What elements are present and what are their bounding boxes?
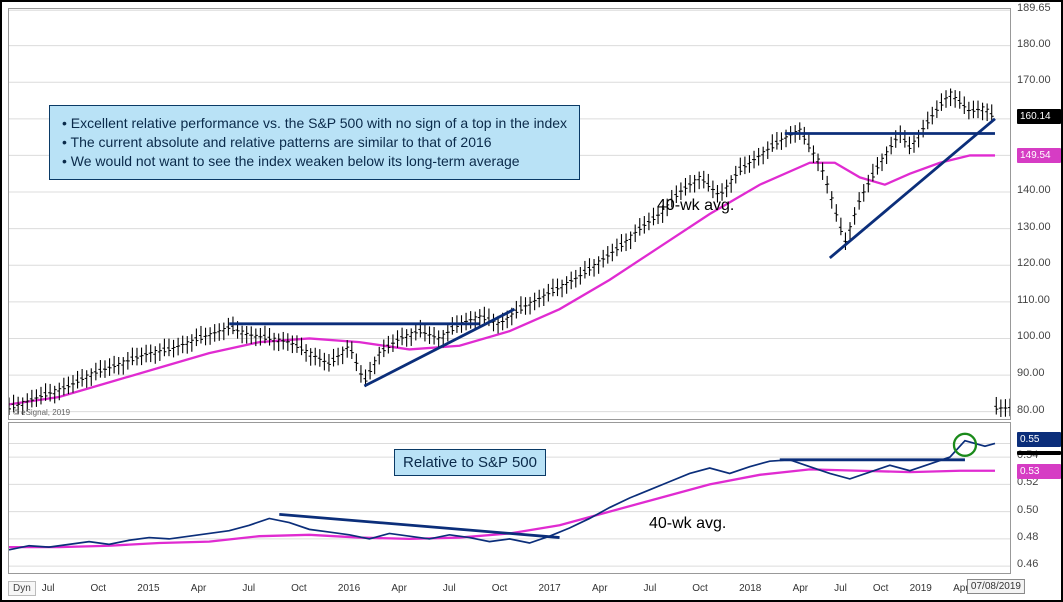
price-tag: 0.55 — [1017, 432, 1061, 447]
ytick: 130.00 — [1017, 221, 1061, 233]
ma-label-top: 40-wk avg. — [657, 197, 734, 215]
ytick: 180.00 — [1017, 38, 1061, 50]
yaxis-bot: 0.540.520.500.480.460.550.53 — [1017, 422, 1061, 572]
xtick: Oct — [492, 583, 508, 594]
xtick: Apr — [391, 583, 407, 594]
ytick: 100.00 — [1017, 330, 1061, 342]
xtick: Jul — [644, 583, 657, 594]
xtick: 2016 — [338, 583, 360, 594]
ytick: 90.00 — [1017, 367, 1061, 379]
price-tag: 160.14 — [1017, 109, 1061, 124]
xtick: 2018 — [739, 583, 761, 594]
xtick: Oct — [90, 583, 106, 594]
ytick: 120.00 — [1017, 257, 1061, 269]
relative-chart-svg — [9, 423, 1010, 573]
xtick: 2017 — [538, 583, 560, 594]
xtick: Jul — [42, 583, 55, 594]
yaxis-top: 189.65180.00170.00150.00140.00130.00120.… — [1017, 8, 1061, 418]
callout-line: • Excellent relative performance vs. the… — [62, 114, 567, 133]
ytick: 110.00 — [1017, 294, 1061, 306]
ytick: 0.50 — [1017, 504, 1061, 516]
xtick: Apr — [191, 583, 207, 594]
dyn-badge: Dyn — [8, 581, 36, 596]
xtick: 2019 — [910, 583, 932, 594]
ytick: 0.48 — [1017, 531, 1061, 543]
xtick: Apr — [793, 583, 809, 594]
price-tag: 149.54 — [1017, 148, 1061, 163]
relative-panel: Relative to S&P 500 40-wk avg. — [8, 422, 1011, 574]
ytick: 189.65 — [1017, 2, 1061, 14]
relative-callout: Relative to S&P 500 — [394, 449, 546, 476]
xaxis: Jul Oct 2015 Apr Jul Oct 2016 Apr Jul Oct 2017 Apr J… — [8, 576, 1011, 596]
price-tag — [1017, 451, 1061, 455]
xtick: Oct — [873, 583, 889, 594]
price-chart-svg — [9, 9, 1010, 419]
ytick: 140.00 — [1017, 184, 1061, 196]
ytick: 80.00 — [1017, 404, 1061, 416]
callout-line: • The current absolute and relative patt… — [62, 133, 567, 152]
ma-label-bot: 40-wk avg. — [649, 515, 726, 533]
callout-line: • We would not want to see the index wea… — [62, 152, 567, 171]
xtick: Apr — [592, 583, 608, 594]
xtick: Jul — [242, 583, 255, 594]
xtick: Oct — [291, 583, 307, 594]
analysis-callout: • Excellent relative performance vs. the… — [49, 105, 580, 180]
ytick: 170.00 — [1017, 74, 1061, 86]
xtick: Oct — [692, 583, 708, 594]
xtick-current: 07/08/2019 — [967, 579, 1025, 594]
price-tag: 0.53 — [1017, 464, 1061, 479]
ytick: 0.46 — [1017, 558, 1061, 570]
xtick: 2015 — [137, 583, 159, 594]
xtick: Jul — [834, 583, 847, 594]
price-panel: • Excellent relative performance vs. the… — [8, 8, 1011, 420]
chart-page: * IWF, ISHARES RUSSELL 1000 GROWTH ETF, … — [0, 0, 1063, 602]
copyright-label: © eSignal, 2019 — [13, 408, 70, 417]
xtick: Jul — [443, 583, 456, 594]
